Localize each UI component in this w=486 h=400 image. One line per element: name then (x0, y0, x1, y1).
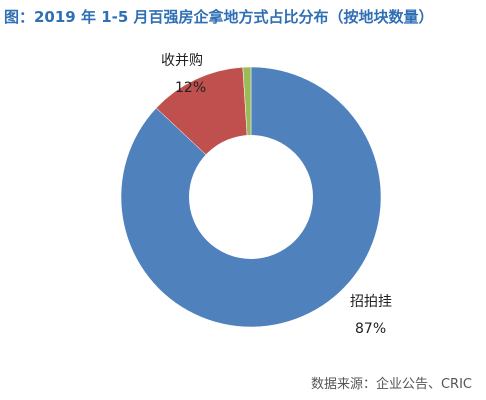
slice-label-acquisition: 收并购 (161, 53, 203, 69)
donut-hole (189, 135, 313, 259)
slice-value-auction: 87% (355, 321, 386, 337)
slice-label-auction: 招拍挂 (350, 294, 392, 310)
slice-value-acquisition: 12% (175, 80, 206, 96)
chart-title: 图：2019 年 1-5 月百强房企拿地方式占比分布（按地块数量） (4, 8, 434, 26)
data-source: 数据来源：企业公告、CRIC (310, 377, 472, 392)
